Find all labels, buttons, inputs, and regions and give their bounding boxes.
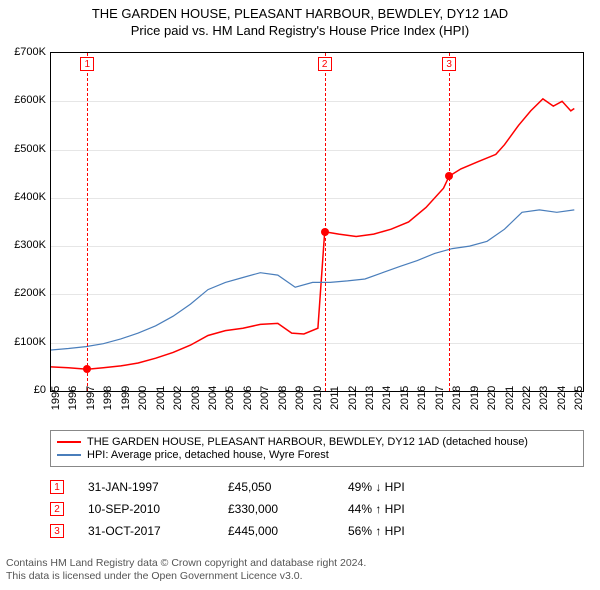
- legend-swatch-1: [57, 441, 81, 443]
- x-tick-label: 2021: [504, 386, 516, 410]
- events-table: 1 31-JAN-1997 £45,050 49% ↓ HPI 2 10-SEP…: [50, 476, 468, 542]
- title-line-2: Price paid vs. HM Land Registry's House …: [0, 23, 600, 38]
- event-date-1: 31-JAN-1997: [88, 480, 228, 494]
- legend-swatch-2: [57, 454, 81, 456]
- x-tick-label: 1999: [120, 386, 132, 410]
- x-tick-label: 2010: [312, 386, 324, 410]
- x-tick-label: 1996: [67, 386, 79, 410]
- x-tick-label: 2000: [137, 386, 149, 410]
- x-tick-label: 2023: [538, 386, 550, 410]
- x-tick-label: 2017: [434, 386, 446, 410]
- y-tick-label: £500K: [14, 143, 46, 155]
- y-tick-label: £300K: [14, 239, 46, 251]
- event-marker: 3: [442, 57, 456, 71]
- x-tick-label: 1995: [50, 386, 62, 410]
- event-price-1: £45,050: [228, 480, 348, 494]
- x-tick-label: 2018: [451, 386, 463, 410]
- event-marker: 1: [80, 57, 94, 71]
- chart-container: THE GARDEN HOUSE, PLEASANT HARBOUR, BEWD…: [0, 0, 600, 590]
- x-tick-label: 2013: [364, 386, 376, 410]
- series-line: [51, 99, 574, 369]
- y-tick-label: £700K: [14, 46, 46, 58]
- x-tick-label: 2011: [329, 386, 341, 410]
- x-tick-label: 2025: [573, 386, 585, 410]
- event-row-3: 3 31-OCT-2017 £445,000 56% ↑ HPI: [50, 520, 468, 542]
- x-tick-label: 2003: [190, 386, 202, 410]
- x-tick-label: 2022: [521, 386, 533, 410]
- chart-title: THE GARDEN HOUSE, PLEASANT HARBOUR, BEWD…: [0, 0, 600, 38]
- x-tick-label: 2020: [486, 386, 498, 410]
- event-dot: [83, 365, 91, 373]
- y-tick-label: £100K: [14, 336, 46, 348]
- event-number-1: 1: [50, 480, 64, 494]
- chart-lines: [51, 53, 583, 391]
- event-hpi-3: 56% ↑ HPI: [348, 524, 468, 538]
- y-tick-label: £600K: [14, 94, 46, 106]
- x-tick-label: 2009: [294, 386, 306, 410]
- event-row-1: 1 31-JAN-1997 £45,050 49% ↓ HPI: [50, 476, 468, 498]
- legend: THE GARDEN HOUSE, PLEASANT HARBOUR, BEWD…: [50, 430, 584, 467]
- event-hpi-1: 49% ↓ HPI: [348, 480, 468, 494]
- event-dot: [445, 172, 453, 180]
- event-number-2: 2: [50, 502, 64, 516]
- legend-item-1: THE GARDEN HOUSE, PLEASANT HARBOUR, BEWD…: [57, 436, 577, 448]
- event-dot: [321, 228, 329, 236]
- event-marker: 2: [318, 57, 332, 71]
- x-tick-label: 2008: [277, 386, 289, 410]
- footer-line-1: Contains HM Land Registry data © Crown c…: [6, 557, 366, 571]
- x-tick-label: 2005: [224, 386, 236, 410]
- x-tick-label: 2015: [399, 386, 411, 410]
- x-tick-label: 2014: [381, 386, 393, 410]
- x-tick-label: 2012: [347, 386, 359, 410]
- plot-area: 1 2 3: [50, 52, 584, 392]
- legend-label-2: HPI: Average price, detached house, Wyre…: [87, 449, 329, 461]
- event-price-2: £330,000: [228, 502, 348, 516]
- event-hpi-2: 44% ↑ HPI: [348, 502, 468, 516]
- legend-label-1: THE GARDEN HOUSE, PLEASANT HARBOUR, BEWD…: [87, 436, 528, 448]
- x-tick-label: 1998: [102, 386, 114, 410]
- x-tick-label: 2024: [556, 386, 568, 410]
- x-tick-label: 2006: [242, 386, 254, 410]
- event-date-3: 31-OCT-2017: [88, 524, 228, 538]
- event-row-2: 2 10-SEP-2010 £330,000 44% ↑ HPI: [50, 498, 468, 520]
- x-tick-label: 1997: [85, 386, 97, 410]
- x-tick-label: 2007: [259, 386, 271, 410]
- x-tick-label: 2019: [469, 386, 481, 410]
- title-line-1: THE GARDEN HOUSE, PLEASANT HARBOUR, BEWD…: [0, 6, 600, 21]
- x-tick-label: 2004: [207, 386, 219, 410]
- y-tick-label: £200K: [14, 287, 46, 299]
- event-date-2: 10-SEP-2010: [88, 502, 228, 516]
- x-tick-label: 2002: [172, 386, 184, 410]
- legend-item-2: HPI: Average price, detached house, Wyre…: [57, 449, 577, 461]
- x-tick-label: 2016: [416, 386, 428, 410]
- footer-line-2: This data is licensed under the Open Gov…: [6, 570, 366, 584]
- event-number-3: 3: [50, 524, 64, 538]
- series-line: [51, 210, 574, 350]
- y-tick-label: £400K: [14, 191, 46, 203]
- event-price-3: £445,000: [228, 524, 348, 538]
- y-tick-label: £0: [34, 384, 46, 396]
- footer: Contains HM Land Registry data © Crown c…: [6, 557, 366, 584]
- x-tick-label: 2001: [155, 386, 167, 410]
